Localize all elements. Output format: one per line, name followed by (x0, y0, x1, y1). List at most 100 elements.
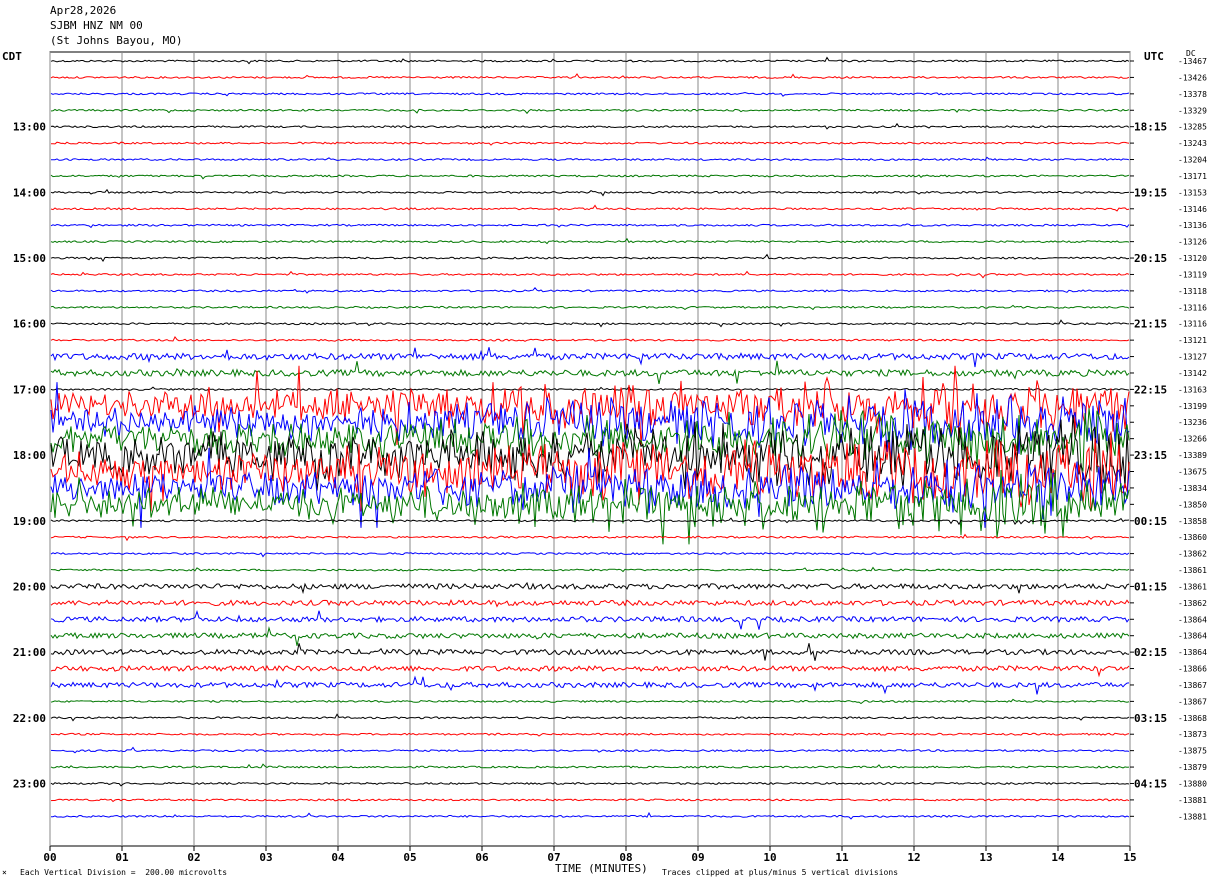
dc-offset-label: -13118 (1178, 287, 1207, 296)
trace-row (51, 272, 1129, 278)
trace-row (51, 142, 1129, 145)
dc-offset-label: -13862 (1178, 550, 1207, 559)
dc-offset-label: -13119 (1178, 270, 1207, 279)
right-hour-label: 19:15 (1134, 186, 1167, 199)
left-hour-label: 21:00 (13, 646, 46, 659)
dc-offset-label: -13868 (1178, 714, 1207, 723)
dc-offset-label: -13146 (1178, 205, 1207, 214)
trace-row (51, 224, 1129, 228)
trace-row (51, 124, 1129, 129)
dc-offset-label: -13378 (1178, 90, 1207, 99)
dc-offset-label: -13121 (1178, 336, 1207, 345)
trace-row (51, 553, 1129, 557)
x-tick-label: 04 (331, 851, 345, 864)
trace-row (51, 748, 1129, 753)
dc-offset-label: -13675 (1178, 468, 1207, 477)
dc-offset-label: -13243 (1178, 139, 1207, 148)
trace-row (51, 255, 1129, 262)
dc-offset-label: -13120 (1178, 254, 1207, 263)
dc-offset-label: -13864 (1178, 648, 1207, 657)
trace-row (51, 175, 1129, 179)
footer-marker: × (2, 868, 7, 877)
right-hour-label: 00:15 (1134, 515, 1167, 528)
dc-offset-label: -13329 (1178, 106, 1207, 115)
trace-row (51, 58, 1129, 64)
dc-offset-label: -13867 (1178, 697, 1207, 706)
trace-row (51, 714, 1129, 720)
dc-offset-label: -13204 (1178, 156, 1207, 165)
trace-row (51, 628, 1129, 646)
x-tick-label: 02 (187, 851, 200, 864)
left-hour-label: 22:00 (13, 712, 46, 725)
dc-offset-label: -13867 (1178, 681, 1207, 690)
trace-row (51, 93, 1129, 97)
left-hour-label: 18:00 (13, 449, 46, 462)
left-hour-label: 20:00 (13, 580, 46, 593)
x-tick-label: 13 (979, 851, 992, 864)
trace-row (51, 239, 1129, 244)
dc-offset-label: -13864 (1178, 632, 1207, 641)
trace-row (51, 535, 1129, 541)
dc-offset-label: -13389 (1178, 451, 1207, 460)
trace-row (51, 666, 1129, 676)
right-hour-label: 20:15 (1134, 252, 1167, 265)
dc-offset-label: -13861 (1178, 582, 1207, 591)
x-tick-label: 10 (763, 851, 776, 864)
left-hour-label: 17:00 (13, 383, 46, 396)
trace-row (51, 109, 1129, 113)
dc-offset-label: -13881 (1178, 796, 1207, 805)
right-hour-label: 02:15 (1134, 646, 1167, 659)
dc-offset-label: -13873 (1178, 730, 1207, 739)
x-tick-label: 00 (43, 851, 56, 864)
dc-offset-label: -13861 (1178, 566, 1207, 575)
trace-row (51, 583, 1129, 593)
dc-offset-label: -13866 (1178, 665, 1207, 674)
dc-offset-label: -13426 (1178, 73, 1207, 82)
trace-row (51, 305, 1129, 309)
trace-row (51, 600, 1129, 606)
trace-row (51, 157, 1129, 160)
left-hour-label: 13:00 (13, 121, 46, 134)
x-tick-label: 05 (403, 851, 416, 864)
left-hour-label: 16:00 (13, 318, 46, 331)
x-axis-label: TIME (MINUTES) (555, 862, 648, 875)
dc-offset-label: -13163 (1178, 385, 1207, 394)
x-tick-label: 15 (1123, 851, 1136, 864)
dc-offset-label: -13875 (1178, 747, 1207, 756)
x-tick-label: 14 (1051, 851, 1065, 864)
trace-row (51, 733, 1129, 736)
dc-offset-label: -13116 (1178, 303, 1207, 312)
dc-offset-label: -13860 (1178, 533, 1207, 542)
right-hour-label: 21:15 (1134, 318, 1167, 331)
dc-offset-label: -13199 (1178, 402, 1207, 411)
dc-offset-label: -13236 (1178, 418, 1207, 427)
x-tick-label: 11 (835, 851, 849, 864)
dc-offset-label: -13881 (1178, 812, 1207, 821)
x-tick-label: 03 (259, 851, 272, 864)
trace-row (51, 677, 1129, 695)
x-tick-label: 06 (475, 851, 489, 864)
dc-offset-label: -13285 (1178, 123, 1207, 132)
dc-offset-label: -13858 (1178, 517, 1207, 526)
right-hour-label: 18:15 (1134, 121, 1167, 134)
right-hour-label: 22:15 (1134, 383, 1167, 396)
left-hour-label: 15:00 (13, 252, 46, 265)
trace-row (51, 337, 1129, 341)
trace-row (51, 361, 1129, 384)
trace-row (51, 568, 1129, 572)
trace-row (51, 699, 1129, 703)
trace-row (51, 764, 1129, 768)
dc-offset-label: -13171 (1178, 172, 1207, 181)
trace-row (51, 320, 1129, 326)
trace-row (51, 387, 1129, 391)
dc-offset-label: -13862 (1178, 599, 1207, 608)
dc-offset-label: -13153 (1178, 188, 1207, 197)
trace-row (51, 813, 1129, 819)
dc-offset-label: -13116 (1178, 320, 1207, 329)
dc-offset-label: -13864 (1178, 615, 1207, 624)
trace-row (51, 205, 1129, 211)
scale-note: Each Vertical Division = 200.00 microvol… (20, 868, 227, 877)
trace-row (51, 783, 1129, 786)
trace-row (51, 347, 1129, 367)
